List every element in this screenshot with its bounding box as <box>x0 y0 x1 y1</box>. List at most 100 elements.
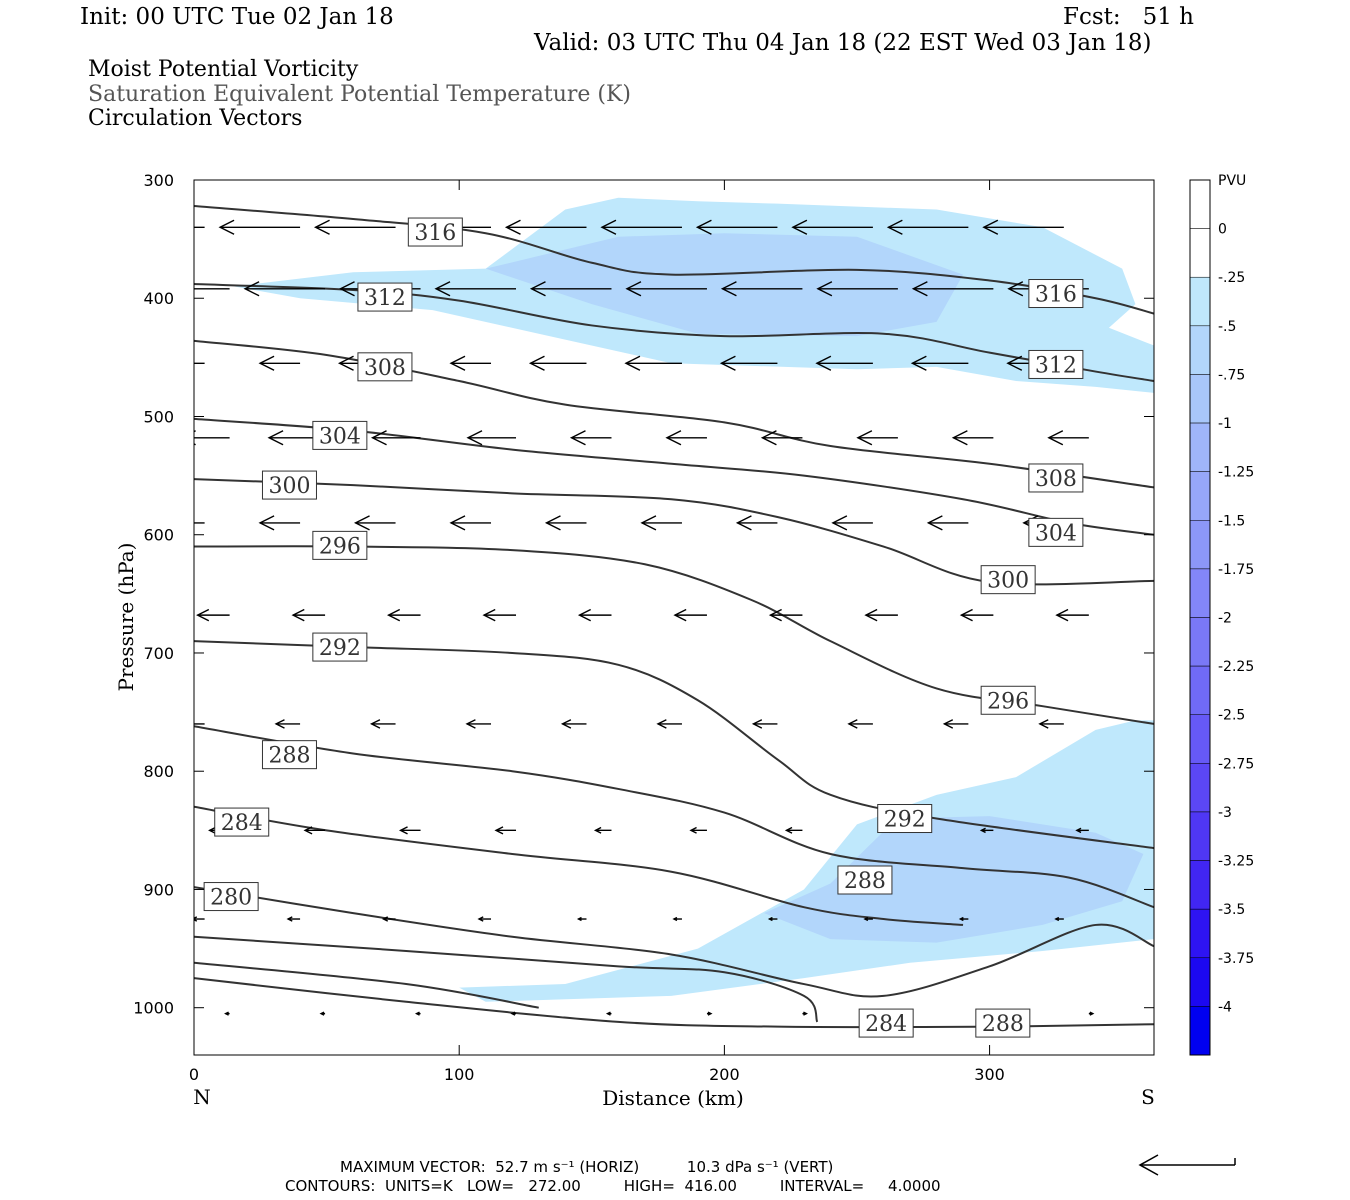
vector-9-1 <box>319 1011 326 1016</box>
colorbar-label-0: 0 <box>1218 222 1227 238</box>
vector-3-2 <box>370 430 421 446</box>
colorbar-segment-11 <box>1189 714 1211 764</box>
x-axis-label: Distance (km) <box>602 1086 744 1110</box>
colorbar-label-15: -3.75 <box>1218 951 1254 967</box>
vector-1-5 <box>625 281 707 297</box>
footer-max-vector: MAXIMUM VECTOR: 52.7 m s⁻¹ (HORIZ) 10.3 … <box>340 1158 834 1176</box>
vector-2-0 <box>194 362 205 364</box>
init-time: Init: 00 UTC Tue 02 Jan 18 <box>80 4 394 30</box>
colorbar-label-5: -1.25 <box>1218 465 1254 481</box>
colorbar-label-7: -1.75 <box>1218 562 1254 578</box>
vector-8-2 <box>381 916 396 922</box>
colorbar-label-2: -.5 <box>1218 319 1236 335</box>
vector-8-7 <box>863 916 873 922</box>
vector-8-4 <box>576 916 587 922</box>
colorbar-label-12: -3 <box>1218 805 1232 821</box>
reference-vector <box>1138 1154 1236 1176</box>
vector-3-3 <box>466 430 517 446</box>
colorbar: 0 -.25 -.5 -.75 -1 -1.25 -1.5 -1.75 -2 -2.25 -2.5 -… <box>1189 179 1254 1056</box>
vector-1-4 <box>529 281 612 297</box>
axes: 300 400 500 600 700 800 900 1000 0 100 200 300 <box>133 171 1154 1084</box>
x-tick-label-0: 0 <box>189 1065 199 1084</box>
vector-5-7 <box>864 608 898 622</box>
contour-label-8: 284 <box>214 807 270 837</box>
colorbar-label-1: -.25 <box>1218 270 1245 286</box>
colorbar-label-10: -2.5 <box>1218 708 1245 724</box>
vector-9-9 <box>1088 1011 1095 1016</box>
vector-7-5 <box>689 826 707 834</box>
svg-text:304: 304 <box>1035 521 1077 546</box>
vector-4-0 <box>194 522 205 524</box>
colorbar-segment-8 <box>1189 568 1211 618</box>
contour-label-6: 292 <box>312 632 368 662</box>
title-theta-es: Saturation Equivalent Potential Temperat… <box>88 82 631 107</box>
contour-label-12: 308 <box>1028 463 1084 493</box>
vector-0-5 <box>600 219 682 235</box>
contour-label-2: 308 <box>357 352 413 382</box>
svg-text:312: 312 <box>364 286 406 311</box>
contour-label-1: 312 <box>357 282 413 312</box>
contour-label-7: 288 <box>261 740 317 770</box>
vector-2-3 <box>449 355 492 371</box>
vector-8-8 <box>958 916 969 922</box>
colorbar-segment-6 <box>1189 471 1211 521</box>
vector-6-1 <box>274 719 301 729</box>
y-tick-label-7: 1000 <box>133 999 174 1018</box>
svg-text:284: 284 <box>221 811 263 836</box>
vector-6-0 <box>194 723 205 725</box>
y-tick-label-3: 600 <box>143 526 174 545</box>
theta-contour-9 <box>194 886 1154 998</box>
vector-3-4 <box>569 430 612 446</box>
colorbar-label-6: -1.5 <box>1218 513 1245 529</box>
svg-text:296: 296 <box>987 689 1029 714</box>
contour-label-17: 288 <box>837 865 893 895</box>
contour-labels: 3163123083043002962922882842803163123083… <box>203 217 1084 1038</box>
vector-1-1 <box>243 281 326 297</box>
colorbar-segment-2 <box>1189 276 1211 327</box>
x-tick-label-3: 300 <box>974 1065 1005 1084</box>
vector-8-0 <box>194 916 205 922</box>
contour-label-13: 304 <box>1028 517 1084 547</box>
contour-label-15: 296 <box>980 685 1036 715</box>
contour-label-16: 292 <box>877 804 933 834</box>
vector-0-0 <box>194 226 205 228</box>
vector-2-4 <box>528 355 587 371</box>
colorbar-segment-7 <box>1189 520 1211 570</box>
x-end-north: N <box>193 1085 211 1109</box>
vector-4-7 <box>831 515 873 531</box>
y-axis-label: Pressure (hPa) <box>114 543 138 692</box>
pv-region-1 <box>485 233 964 337</box>
colorbar-label-16: -4 <box>1218 999 1232 1015</box>
vector-7-3 <box>494 826 517 835</box>
vector-6-5 <box>656 719 682 729</box>
vector-7-2 <box>398 826 421 835</box>
colorbar-label-11: -2.75 <box>1218 756 1254 772</box>
vector-5-2 <box>386 608 421 622</box>
y-tick-label-5: 800 <box>143 762 174 781</box>
theta-contour-2 <box>194 339 1154 489</box>
colorbar-segment-3 <box>1189 325 1211 375</box>
vector-0-8 <box>886 219 969 235</box>
contour-label-9: 280 <box>203 882 259 912</box>
y-tick-label-1: 400 <box>143 289 174 308</box>
colorbar-segment-14 <box>1189 860 1211 910</box>
vector-2-7 <box>815 355 873 371</box>
vector-9-4 <box>605 1011 612 1016</box>
vector-8-3 <box>477 916 492 922</box>
contour-label-18: 284 <box>858 1008 914 1038</box>
vector-7-8 <box>979 827 994 834</box>
theta-contour-6 <box>194 640 1154 850</box>
svg-text:308: 308 <box>1035 467 1077 492</box>
valid-time: Valid: 03 UTC Thu 04 Jan 18 (22 EST Wed … <box>534 30 1152 56</box>
x-end-south: S <box>1141 1085 1155 1109</box>
colorbar-segment-9 <box>1189 617 1211 667</box>
vector-6-8 <box>942 719 969 729</box>
forecast-hour: Fcst: 51 h <box>1063 4 1194 30</box>
colorbar-label-8: -2 <box>1218 611 1232 627</box>
colorbar-segment-0 <box>1189 179 1211 229</box>
colorbar-segment-12 <box>1189 763 1211 813</box>
y-tick-label-0: 300 <box>143 171 174 190</box>
vector-6-2 <box>369 719 396 729</box>
vector-6-3 <box>465 719 492 729</box>
